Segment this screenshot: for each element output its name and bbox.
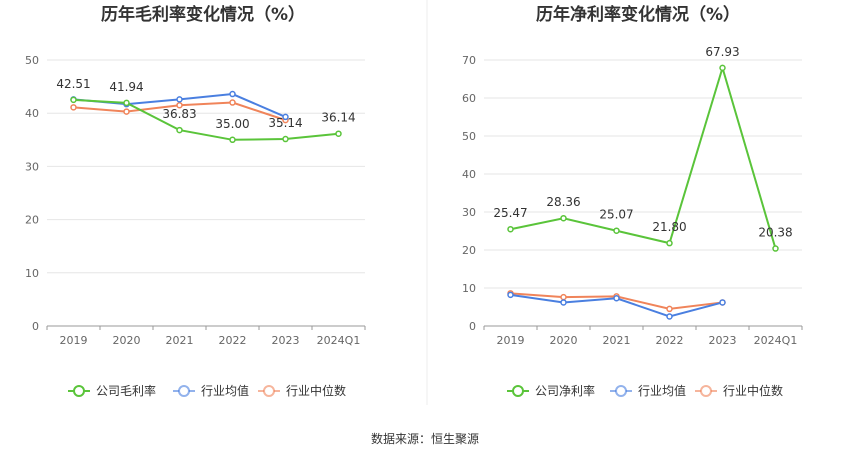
data-point[interactable] bbox=[560, 214, 567, 222]
y-tick-label: 10 bbox=[462, 282, 476, 295]
data-label: 42.51 bbox=[56, 77, 90, 91]
data-label: 36.14 bbox=[321, 111, 355, 125]
series-line-0 bbox=[73, 98, 339, 141]
data-point[interactable] bbox=[282, 113, 289, 121]
x-tick-label: 2019 bbox=[497, 334, 525, 347]
y-tick-label: 40 bbox=[25, 107, 39, 120]
legend-marker bbox=[615, 385, 627, 397]
legend-marker bbox=[512, 385, 524, 397]
data-point[interactable] bbox=[123, 99, 130, 107]
data-point[interactable] bbox=[335, 130, 342, 137]
net-margin-chart-title: 历年净利率变化情况（%） bbox=[536, 4, 740, 25]
data-point[interactable] bbox=[772, 245, 779, 252]
net-margin-plot-area: 0 10 20 30 40 50 60 70 2019 2020 2021 2022 2023 2024Q… bbox=[462, 45, 803, 347]
legend-label: 行业均值 bbox=[201, 383, 249, 398]
legend-label: 行业中位数 bbox=[286, 383, 346, 398]
y-tick-label: 60 bbox=[462, 92, 476, 105]
y-tick-label: 20 bbox=[462, 244, 476, 257]
data-point[interactable] bbox=[613, 295, 620, 302]
data-label: 25.07 bbox=[599, 208, 633, 222]
series-line-0 bbox=[510, 64, 777, 249]
data-point[interactable] bbox=[560, 299, 567, 306]
data-source-note: 数据来源：恒生聚源 bbox=[371, 431, 479, 446]
data-label: 35.14 bbox=[268, 116, 302, 130]
data-label: 35.00 bbox=[215, 117, 249, 131]
data-label: 36.83 bbox=[162, 107, 196, 121]
legend-item[interactable]: 行业中位数 bbox=[258, 383, 346, 398]
data-point[interactable] bbox=[719, 299, 726, 306]
gross-margin-chart-title: 历年毛利率变化情况（%） bbox=[101, 4, 305, 25]
legend-item[interactable]: 行业均值 bbox=[173, 383, 249, 398]
data-label: 67.93 bbox=[705, 45, 739, 59]
data-point[interactable] bbox=[176, 101, 183, 109]
net-margin-legend: 公司净利率 行业均值 行业中位数 bbox=[507, 383, 783, 398]
legend-item[interactable]: 行业均值 bbox=[610, 383, 686, 398]
legend-item[interactable]: 公司净利率 bbox=[507, 383, 595, 398]
data-point[interactable] bbox=[507, 291, 514, 299]
legend-marker bbox=[263, 385, 275, 397]
y-tick-label: 20 bbox=[25, 214, 39, 227]
y-tick-label: 0 bbox=[32, 320, 39, 333]
y-tick-label: 40 bbox=[462, 168, 476, 181]
legend-marker bbox=[178, 385, 190, 397]
x-tick-label: 2020 bbox=[550, 334, 578, 347]
x-tick-label: 2021 bbox=[603, 334, 631, 347]
net-margin-chart: 历年净利率变化情况（%） 0 10 20 30 40 50 60 70 2019 2020 2021… bbox=[462, 4, 803, 398]
data-point[interactable] bbox=[507, 225, 514, 233]
data-point[interactable] bbox=[176, 96, 183, 103]
y-tick-label: 50 bbox=[25, 54, 39, 67]
data-point[interactable] bbox=[176, 126, 183, 134]
y-tick-label: 50 bbox=[462, 130, 476, 143]
data-point[interactable] bbox=[666, 305, 673, 313]
x-tick-label: 2020 bbox=[113, 334, 141, 347]
data-point[interactable] bbox=[229, 99, 236, 106]
y-tick-label: 0 bbox=[469, 320, 476, 333]
x-tick-label: 2024Q1 bbox=[317, 334, 361, 347]
data-point[interactable] bbox=[613, 227, 620, 234]
data-point[interactable] bbox=[70, 96, 77, 104]
y-tick-label: 30 bbox=[462, 206, 476, 219]
legend-label: 行业均值 bbox=[638, 383, 686, 398]
legend-item[interactable]: 公司毛利率 bbox=[68, 383, 156, 398]
gross-margin-legend: 公司毛利率 行业均值 行业中位数 bbox=[68, 383, 346, 398]
gross-margin-chart: 历年毛利率变化情况（%） 0 10 20 30 40 50 2019 2020 2021 2022… bbox=[25, 4, 366, 398]
data-label: 25.47 bbox=[493, 206, 527, 220]
data-point[interactable] bbox=[719, 64, 726, 72]
data-point[interactable] bbox=[560, 293, 567, 301]
data-point[interactable] bbox=[229, 90, 236, 98]
x-tick-label: 2024Q1 bbox=[754, 334, 798, 347]
data-point[interactable] bbox=[229, 136, 236, 144]
legend-label: 公司净利率 bbox=[535, 383, 595, 398]
x-tick-label: 2022 bbox=[219, 334, 247, 347]
data-point[interactable] bbox=[70, 104, 77, 111]
legend-marker bbox=[700, 385, 712, 397]
data-label: 28.36 bbox=[546, 195, 580, 209]
data-point[interactable] bbox=[282, 135, 289, 143]
y-tick-label: 10 bbox=[25, 267, 39, 280]
x-tick-label: 2023 bbox=[272, 334, 300, 347]
data-label: 20.38 bbox=[758, 226, 792, 240]
x-tick-label: 2023 bbox=[709, 334, 737, 347]
y-tick-label: 30 bbox=[25, 160, 39, 173]
x-tick-label: 2019 bbox=[60, 334, 88, 347]
data-point[interactable] bbox=[123, 108, 130, 115]
x-tick-label: 2021 bbox=[166, 334, 194, 347]
data-point[interactable] bbox=[666, 313, 673, 320]
legend-label: 行业中位数 bbox=[723, 383, 783, 398]
legend-item[interactable]: 行业中位数 bbox=[695, 383, 783, 398]
data-point[interactable] bbox=[666, 239, 673, 247]
y-tick-label: 70 bbox=[462, 54, 476, 67]
data-label: 21.80 bbox=[652, 220, 686, 234]
x-tick-label: 2022 bbox=[656, 334, 684, 347]
gross-margin-plot-area: 0 10 20 30 40 50 2019 2020 2021 2022 2023 2024Q1 42.… bbox=[25, 54, 366, 347]
legend-marker bbox=[73, 385, 85, 397]
data-label: 41.94 bbox=[109, 80, 143, 94]
legend-label: 公司毛利率 bbox=[96, 383, 156, 398]
